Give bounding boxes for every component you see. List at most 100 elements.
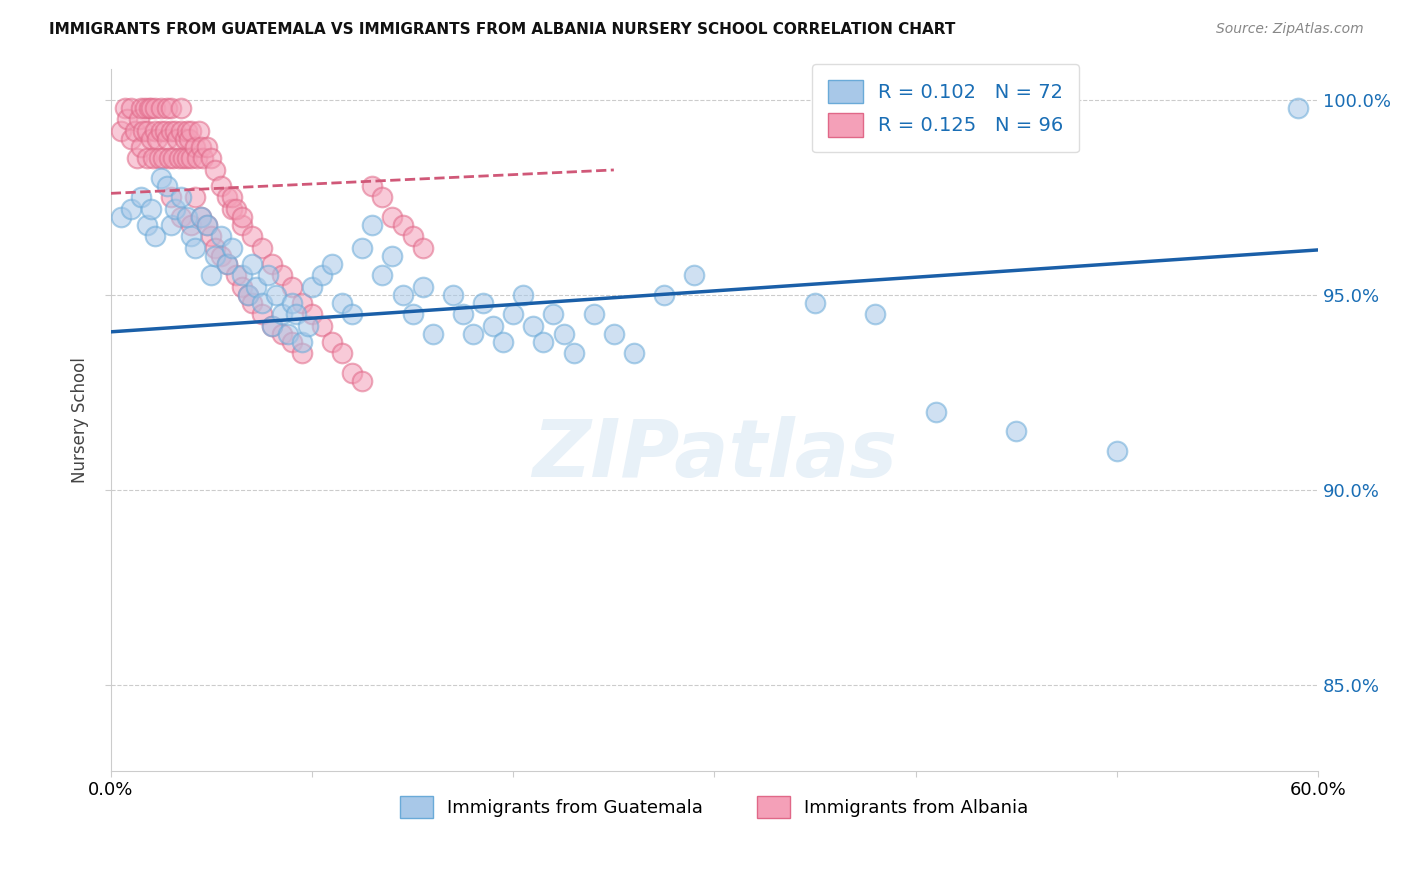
Point — [157, 151, 180, 165]
Point — [472, 295, 495, 310]
Point — [804, 295, 827, 310]
Point — [277, 326, 299, 341]
Point — [176, 124, 198, 138]
Point — [120, 101, 142, 115]
Point — [321, 334, 343, 349]
Point — [174, 132, 197, 146]
Point — [291, 334, 314, 349]
Point — [250, 295, 273, 310]
Point — [1286, 101, 1309, 115]
Point — [652, 287, 675, 301]
Point — [240, 295, 263, 310]
Point — [156, 132, 179, 146]
Text: IMMIGRANTS FROM GUATEMALA VS IMMIGRANTS FROM ALBANIA NURSERY SCHOOL CORRELATION : IMMIGRANTS FROM GUATEMALA VS IMMIGRANTS … — [49, 22, 956, 37]
Point — [160, 101, 183, 115]
Point — [381, 210, 404, 224]
Point — [204, 241, 226, 255]
Point — [221, 190, 243, 204]
Point — [165, 202, 187, 216]
Point — [162, 151, 184, 165]
Point — [129, 190, 152, 204]
Point — [180, 229, 202, 244]
Point — [136, 151, 159, 165]
Point — [683, 268, 706, 283]
Point — [170, 210, 193, 224]
Point — [129, 139, 152, 153]
Point — [179, 132, 201, 146]
Point — [217, 190, 239, 204]
Point — [865, 307, 887, 321]
Point — [623, 346, 645, 360]
Point — [176, 151, 198, 165]
Point — [195, 218, 218, 232]
Point — [209, 229, 232, 244]
Point — [128, 112, 150, 127]
Point — [512, 287, 534, 301]
Point — [184, 241, 207, 255]
Point — [221, 202, 243, 216]
Text: Source: ZipAtlas.com: Source: ZipAtlas.com — [1216, 22, 1364, 37]
Point — [156, 178, 179, 193]
Point — [250, 307, 273, 321]
Point — [190, 210, 212, 224]
Point — [231, 280, 253, 294]
Point — [143, 124, 166, 138]
Point — [603, 326, 626, 341]
Point — [391, 218, 413, 232]
Point — [321, 256, 343, 270]
Point — [281, 334, 304, 349]
Point — [209, 249, 232, 263]
Point — [209, 178, 232, 193]
Point — [381, 249, 404, 263]
Point — [1105, 443, 1128, 458]
Point — [361, 178, 384, 193]
Point — [240, 229, 263, 244]
Point — [260, 318, 283, 333]
Point — [186, 151, 208, 165]
Point — [582, 307, 605, 321]
Point — [139, 101, 162, 115]
Point — [115, 112, 138, 127]
Point — [204, 249, 226, 263]
Point — [110, 124, 132, 138]
Point — [156, 101, 179, 115]
Point — [120, 132, 142, 146]
Point — [451, 307, 474, 321]
Point — [190, 210, 212, 224]
Point — [311, 268, 333, 283]
Point — [352, 374, 374, 388]
Point — [482, 318, 505, 333]
Point — [245, 280, 267, 294]
Point — [200, 229, 222, 244]
Point — [502, 307, 524, 321]
Point — [124, 124, 146, 138]
Point — [260, 256, 283, 270]
Legend: Immigrants from Guatemala, Immigrants from Albania: Immigrants from Guatemala, Immigrants fr… — [394, 789, 1036, 825]
Point — [270, 307, 292, 321]
Point — [461, 326, 484, 341]
Point — [195, 218, 218, 232]
Point — [412, 280, 434, 294]
Point — [371, 190, 394, 204]
Point — [231, 210, 253, 224]
Point — [125, 151, 148, 165]
Point — [1005, 425, 1028, 439]
Point — [143, 229, 166, 244]
Point — [110, 210, 132, 224]
Point — [146, 132, 169, 146]
Point — [180, 218, 202, 232]
Point — [225, 202, 247, 216]
Point — [195, 139, 218, 153]
Point — [148, 151, 170, 165]
Point — [441, 287, 464, 301]
Point — [297, 318, 319, 333]
Point — [184, 190, 207, 204]
Point — [200, 151, 222, 165]
Point — [270, 326, 292, 341]
Point — [193, 151, 215, 165]
Point — [553, 326, 575, 341]
Point — [291, 346, 314, 360]
Point — [342, 307, 364, 321]
Point — [160, 124, 183, 138]
Point — [264, 287, 287, 301]
